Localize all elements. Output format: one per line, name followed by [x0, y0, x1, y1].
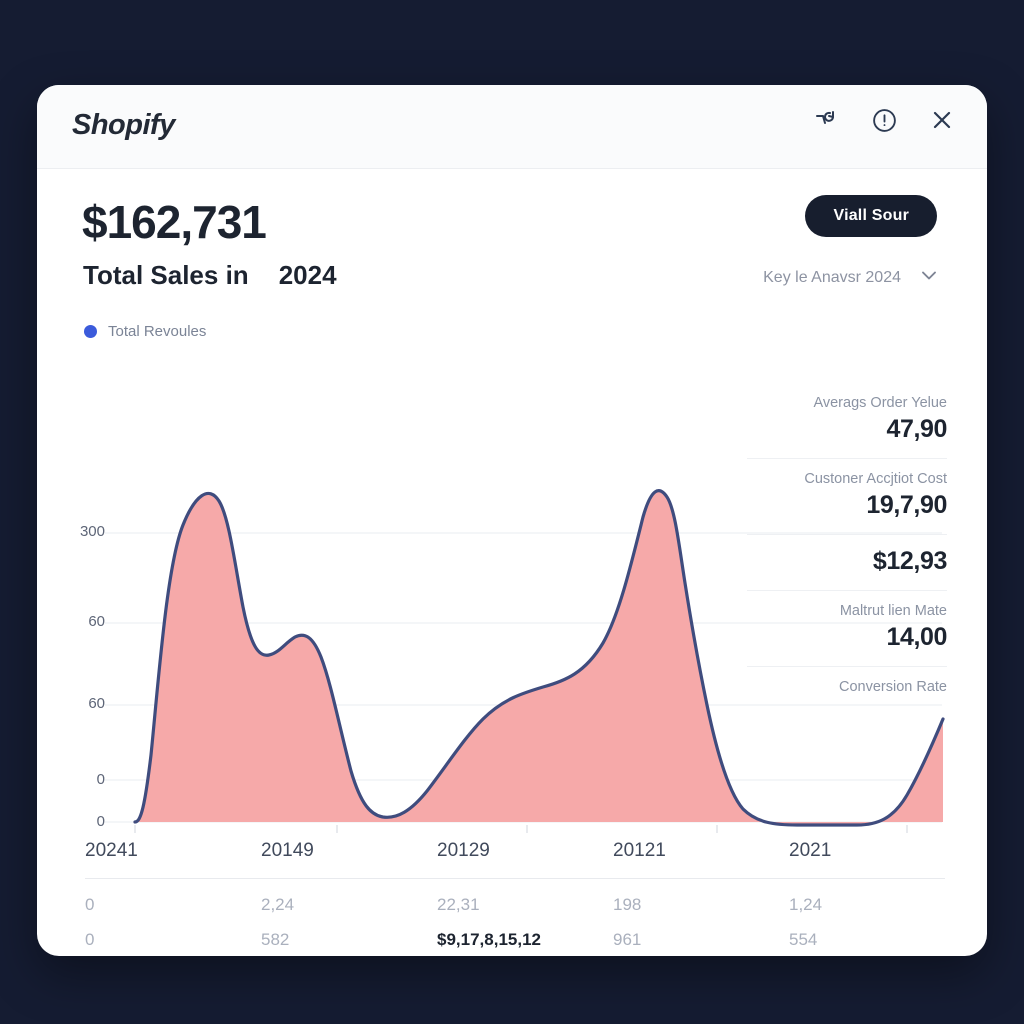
x-tick-1: 20149 — [261, 840, 314, 861]
brand-logo: Shopify — [72, 109, 175, 141]
page-title-year: 2024 — [278, 260, 337, 290]
footer-cell: 198 — [613, 895, 642, 914]
footer-cell: 0 — [85, 930, 95, 949]
kpi-divider — [747, 458, 947, 459]
chart-area-fill — [135, 490, 943, 825]
footer-row-2: 0 582 $9,17,8,15,12 961 554 — [85, 930, 965, 950]
kpi-label: Averags Order Yelue — [813, 395, 947, 411]
header-icon-group — [811, 105, 957, 135]
kpi-value: $12,93 — [872, 547, 947, 575]
footer-cell: 1,24 — [789, 895, 823, 914]
footer-cell-highlight: $9,17,8,15,12 — [437, 930, 541, 949]
y-tick-2: 60 — [88, 695, 105, 712]
legend-dot-icon — [84, 325, 97, 338]
footer-cell: 961 — [613, 930, 642, 949]
kpi-value: 19,7,90 — [866, 491, 947, 519]
chart-plot-area: 300 60 60 0 0 — [37, 375, 987, 845]
dashboard-card: Shopify — [37, 85, 987, 956]
x-tick-4: 2021 — [789, 840, 832, 861]
x-tick-0: 20241 — [85, 840, 138, 861]
share-refresh-icon[interactable] — [811, 105, 841, 135]
kpi-label: Conversion Rate — [839, 679, 947, 695]
page-title-text: Total Sales in — [83, 260, 249, 290]
card-header: Shopify — [37, 85, 987, 169]
view-source-button[interactable]: Viall Sour — [805, 195, 937, 237]
footer-cell: 22,31 — [437, 895, 480, 914]
kpi-average-order-value: Averags Order Yelue 47,90 — [747, 395, 947, 444]
chart-x-axis: 20241 20149 20129 20121 2021 — [85, 840, 965, 862]
kpi-list: Averags Order Yelue 47,90 Custoner Accjt… — [747, 395, 947, 699]
total-sales-value: $162,731 — [82, 196, 267, 248]
kpi-label: Custoner Accjtiot Cost — [804, 471, 947, 487]
y-tick-0: 300 — [79, 523, 105, 540]
kpi-customer-acquisition-cost: Custoner Accjtiot Cost 19,7,90 — [747, 471, 947, 520]
y-tick-4: 0 — [96, 813, 105, 830]
analysis-period-label: Key le Anavsr 2024 — [763, 268, 901, 286]
page-title: Total Sales in 2024 — [83, 260, 337, 291]
footer-cell: 582 — [261, 930, 290, 949]
footer-row-1: 0 2,24 22,31 198 1,24 — [85, 895, 965, 915]
alert-circle-icon[interactable] — [869, 105, 899, 135]
y-tick-3: 0 — [96, 771, 105, 788]
legend-label: Total Revoules — [108, 323, 207, 340]
chevron-down-icon — [919, 265, 939, 290]
close-icon[interactable] — [927, 105, 957, 135]
kpi-value: 47,90 — [886, 415, 947, 443]
x-tick-2: 20129 — [437, 840, 490, 861]
footer-cell: 2,24 — [261, 895, 295, 914]
chart-legend: Total Revoules — [84, 323, 206, 340]
x-tick-3: 20121 — [613, 840, 666, 861]
kpi-divider — [747, 534, 947, 535]
chart-axis-ticks — [134, 825, 908, 833]
y-tick-1: 60 — [88, 613, 105, 630]
footer-cell: 554 — [789, 930, 818, 949]
axis-divider — [85, 878, 945, 879]
kpi-label: Maltrut lien Mate — [839, 603, 947, 619]
analysis-period-dropdown[interactable]: Key le Anavsr 2024 — [763, 265, 939, 290]
kpi-value: 14,00 — [886, 623, 947, 651]
kpi-attribution-rate: Maltrut lien Mate 14,00 — [747, 603, 948, 652]
area-chart-svg — [105, 489, 945, 833]
kpi-secondary-amount: $12,93 — [747, 547, 947, 576]
kpi-divider — [747, 590, 947, 591]
footer-cell: 0 — [85, 895, 95, 914]
chart-line — [133, 489, 945, 827]
kpi-divider — [747, 666, 947, 667]
kpi-conversion-rate: Conversion Rate — [747, 679, 947, 695]
